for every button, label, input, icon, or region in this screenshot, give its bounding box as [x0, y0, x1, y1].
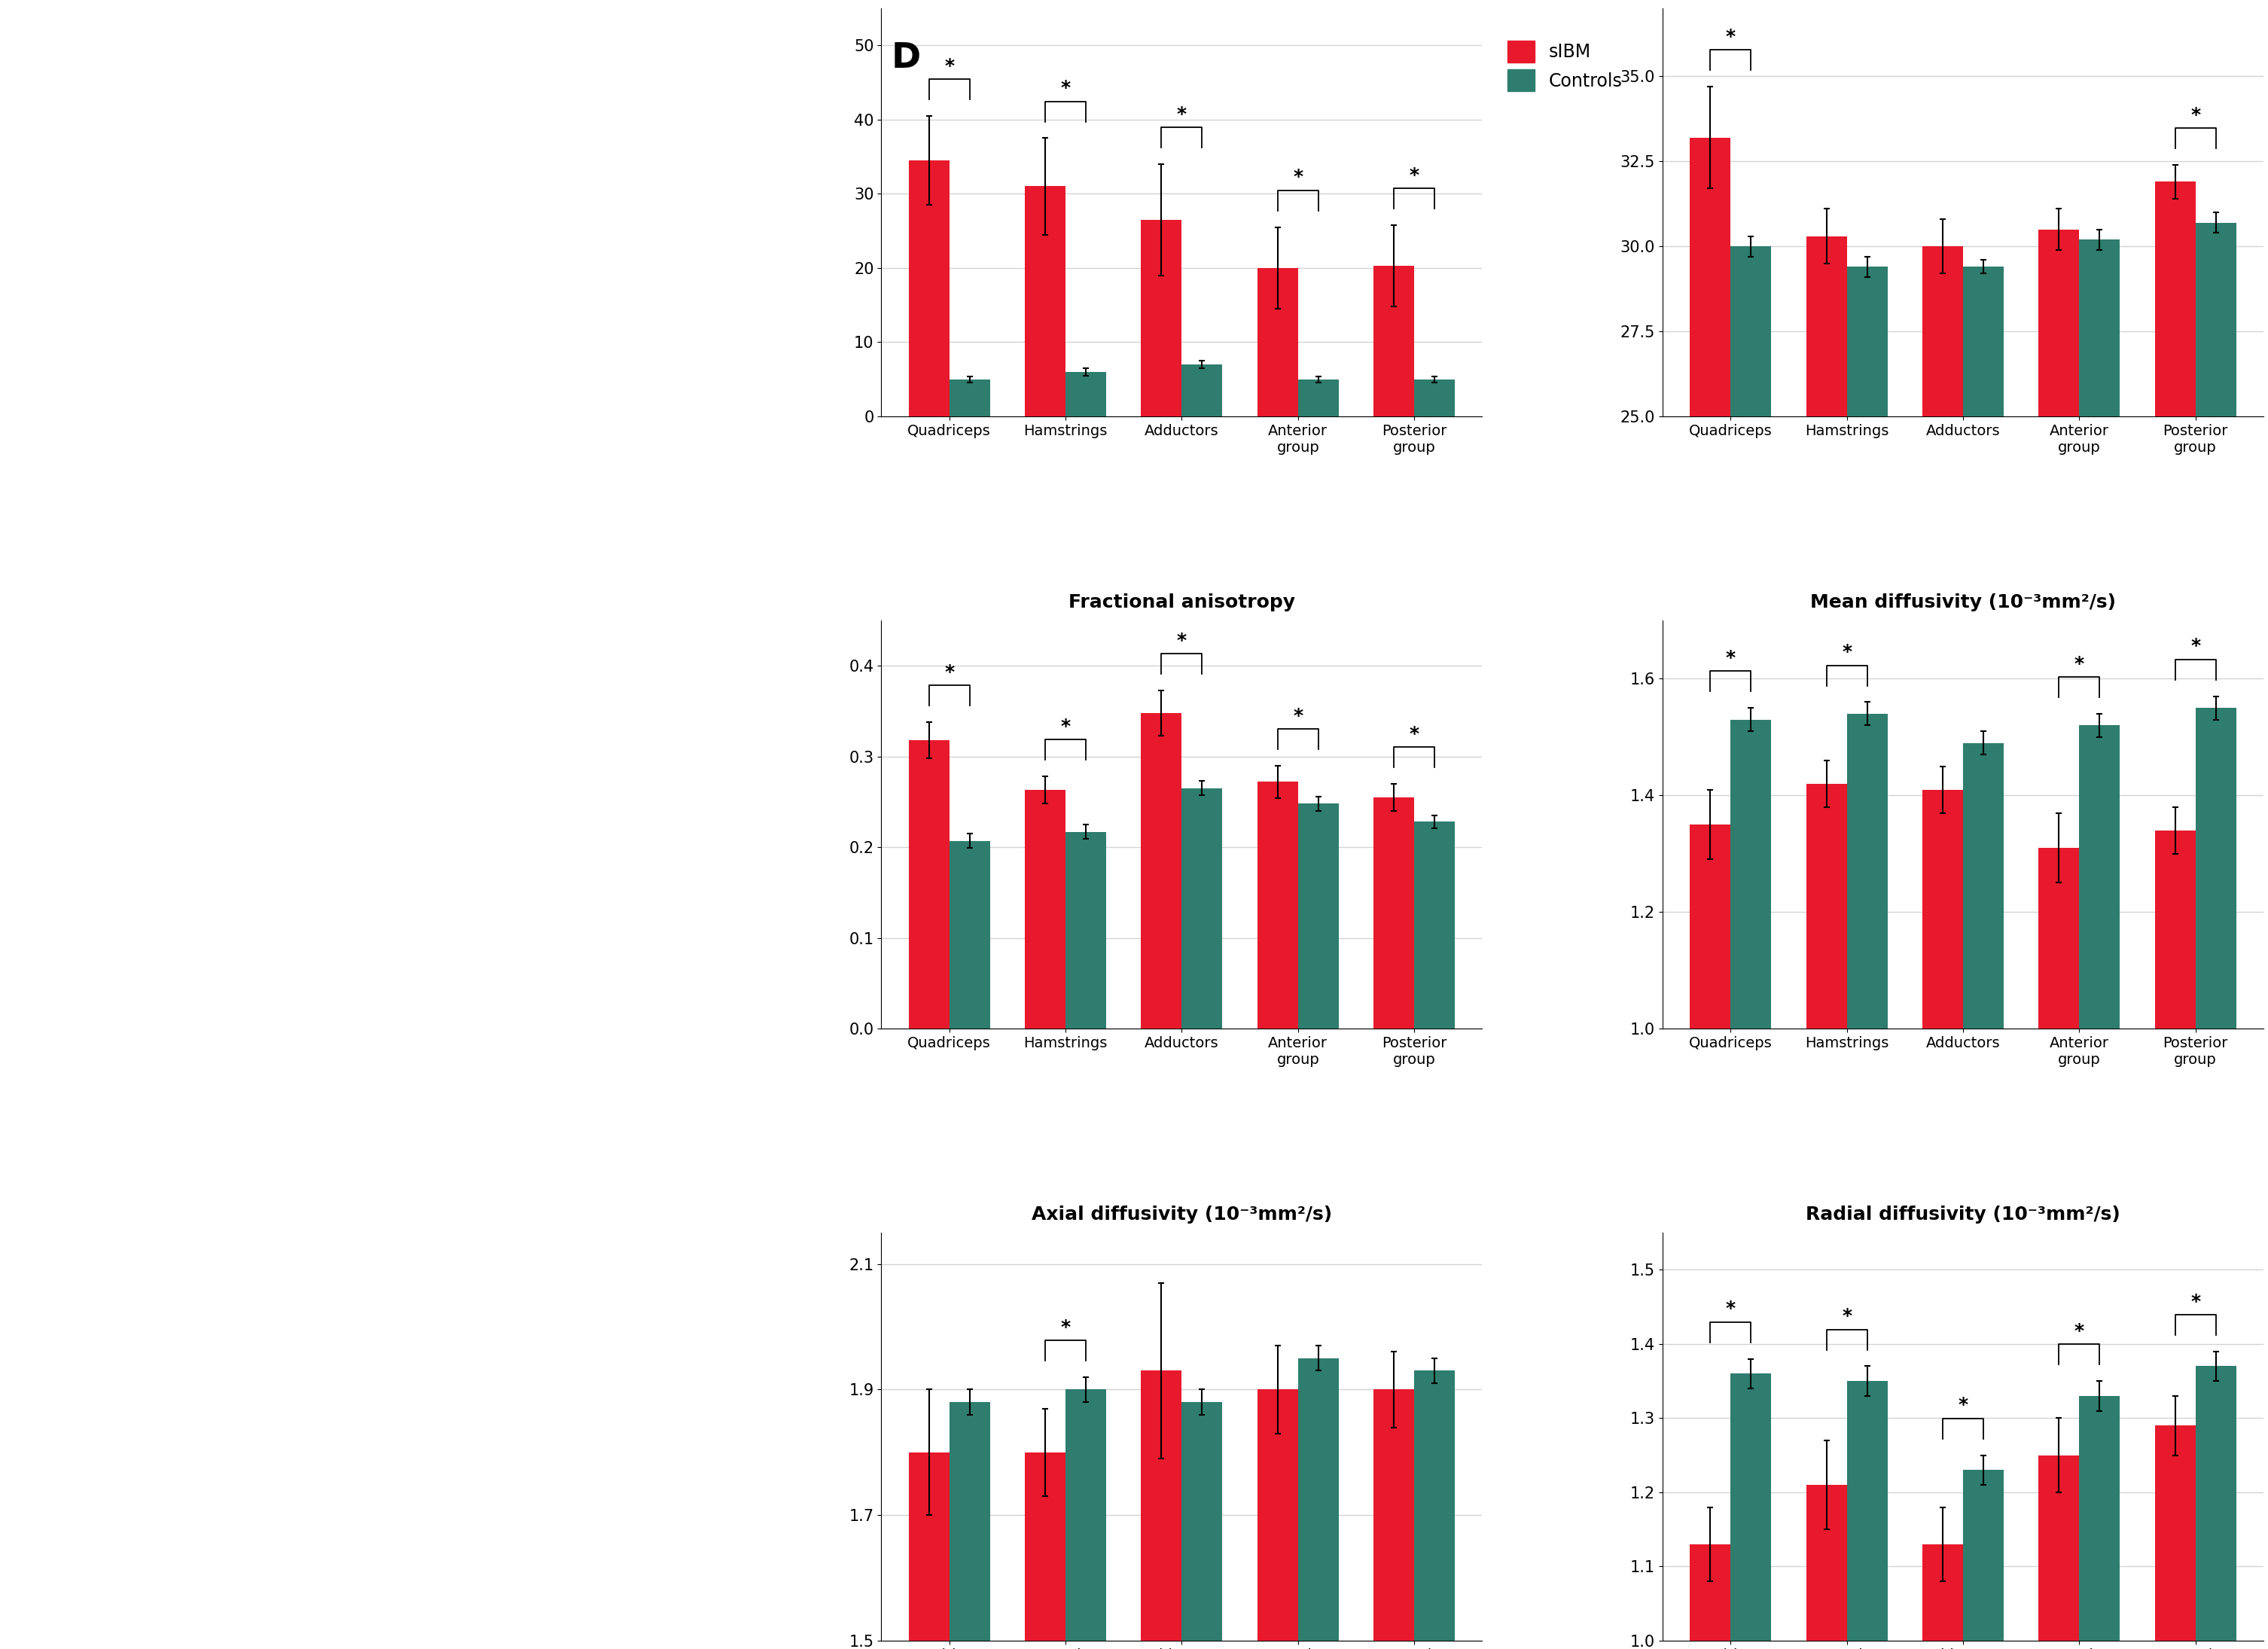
Bar — [2039, 229, 2080, 1266]
Text: *: * — [2075, 655, 2084, 673]
Title: Fractional anisotropy: Fractional anisotropy — [1068, 594, 1295, 612]
Bar — [1256, 1390, 1297, 1649]
Text: *: * — [1293, 168, 1302, 186]
Text: *: * — [1408, 167, 1420, 185]
Text: *: * — [2191, 1293, 2200, 1311]
Bar — [1690, 137, 1730, 1266]
Bar — [1025, 186, 1066, 416]
Bar — [1923, 246, 1964, 1266]
Text: *: * — [1726, 1299, 1735, 1318]
Bar — [1141, 712, 1182, 1029]
Bar — [1297, 1359, 1338, 1649]
Bar — [1182, 364, 1222, 416]
Bar — [1066, 1390, 1107, 1649]
Bar — [1374, 1390, 1415, 1649]
Bar — [2080, 1395, 2121, 1649]
Bar — [1297, 803, 1338, 1029]
Bar — [1374, 796, 1415, 1029]
Bar — [1805, 236, 1846, 1266]
Bar — [1690, 824, 1730, 1611]
Bar — [1025, 1453, 1066, 1649]
Text: A: A — [45, 58, 70, 89]
Bar — [1415, 1370, 1456, 1649]
Text: *: * — [1408, 726, 1420, 742]
Bar — [950, 1402, 989, 1649]
Bar — [1730, 719, 1771, 1611]
Text: *: * — [1061, 1318, 1070, 1336]
Bar — [2195, 1365, 2236, 1649]
Text: *: * — [1726, 650, 1735, 668]
Bar — [2039, 1454, 2080, 1649]
Text: *: * — [1061, 717, 1070, 735]
Text: *: * — [1293, 707, 1302, 726]
Bar — [909, 740, 950, 1029]
Text: *: * — [1842, 1308, 1851, 1326]
Bar — [1923, 790, 1964, 1611]
Bar — [1805, 1484, 1846, 1649]
Bar — [1182, 788, 1222, 1029]
Bar — [1846, 1380, 1887, 1649]
Bar — [1690, 1543, 1730, 1649]
Text: *: * — [1061, 79, 1070, 97]
Legend: sIBM, Controls: sIBM, Controls — [1501, 33, 1628, 99]
Bar — [1025, 790, 1066, 1029]
Text: *: * — [1726, 28, 1735, 46]
Bar — [909, 1453, 950, 1649]
Bar — [1846, 714, 1887, 1611]
Bar — [1141, 1370, 1182, 1649]
Bar — [1256, 267, 1297, 416]
Text: *: * — [1177, 632, 1186, 650]
Bar — [950, 379, 989, 416]
Bar — [2080, 239, 2121, 1266]
Bar — [1964, 267, 2003, 1266]
Title: Mean diffusivity (10⁻³mm²/s): Mean diffusivity (10⁻³mm²/s) — [1810, 594, 2116, 612]
Bar — [1066, 831, 1107, 1029]
Bar — [1923, 1543, 1964, 1649]
Bar — [1256, 782, 1297, 1029]
Bar — [2155, 831, 2195, 1611]
Bar — [1805, 783, 1846, 1611]
Bar — [1964, 1469, 2003, 1649]
Text: *: * — [2191, 106, 2200, 124]
Bar — [909, 160, 950, 416]
Bar — [1415, 821, 1456, 1029]
Text: D: D — [891, 41, 921, 76]
Bar — [1141, 219, 1182, 416]
Bar — [1730, 1374, 1771, 1649]
Bar — [1846, 267, 1887, 1266]
Bar — [1182, 1402, 1222, 1649]
Text: *: * — [2075, 1322, 2084, 1341]
Text: *: * — [1177, 106, 1186, 124]
Bar — [2155, 181, 2195, 1266]
Bar — [2195, 223, 2236, 1266]
Bar — [2155, 1425, 2195, 1649]
Bar — [1066, 371, 1107, 416]
Text: *: * — [1842, 643, 1851, 661]
Bar — [2195, 707, 2236, 1611]
Text: B: B — [490, 58, 513, 89]
Title: Axial diffusivity (10⁻³mm²/s): Axial diffusivity (10⁻³mm²/s) — [1032, 1205, 1331, 1224]
Bar — [1730, 246, 1771, 1266]
Bar — [1374, 265, 1415, 416]
Bar — [950, 841, 989, 1029]
Bar — [1964, 742, 2003, 1611]
Text: C: C — [45, 874, 68, 905]
Bar — [2080, 726, 2121, 1611]
Text: *: * — [943, 58, 955, 74]
Title: Radial diffusivity (10⁻³mm²/s): Radial diffusivity (10⁻³mm²/s) — [1805, 1205, 2121, 1224]
Text: *: * — [943, 663, 955, 681]
Text: *: * — [2191, 638, 2200, 655]
Bar — [1297, 379, 1338, 416]
Text: *: * — [1957, 1397, 1969, 1415]
Bar — [2039, 848, 2080, 1611]
Bar — [1415, 379, 1456, 416]
